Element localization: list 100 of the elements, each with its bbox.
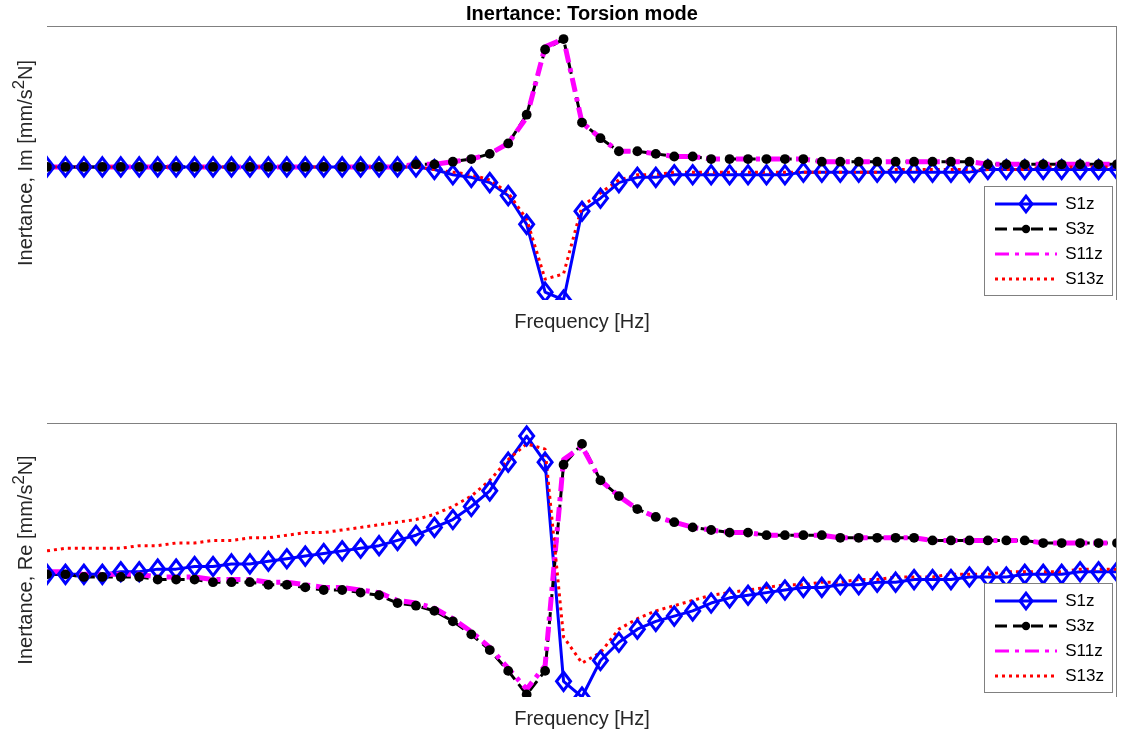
point: [186, 156, 204, 178]
point: [521, 109, 532, 120]
point: [278, 156, 296, 178]
point: [647, 166, 665, 188]
point: [318, 585, 329, 595]
point: [555, 670, 573, 692]
point: [757, 582, 775, 604]
point: [112, 156, 130, 178]
point: [702, 164, 720, 186]
point: [687, 522, 698, 533]
point: [964, 535, 975, 546]
point: [761, 154, 772, 164]
point: [281, 579, 292, 590]
point: [1090, 561, 1108, 583]
point: [684, 164, 702, 186]
point: [724, 527, 735, 538]
point: [1075, 538, 1085, 548]
point: [222, 156, 240, 178]
point: [315, 156, 333, 178]
legend-label: S3z: [1065, 615, 1095, 636]
point: [226, 577, 237, 588]
legend-label: S13z: [1065, 268, 1104, 289]
point: [927, 156, 938, 167]
point: [540, 666, 550, 676]
point: [222, 553, 240, 575]
point: [152, 574, 163, 585]
point: [263, 579, 274, 590]
point: [743, 154, 753, 164]
point: [245, 577, 255, 588]
point: [447, 616, 458, 627]
point: [411, 600, 421, 611]
point: [665, 605, 683, 627]
point: [872, 156, 883, 167]
point: [1056, 538, 1067, 548]
point: [315, 542, 333, 565]
point: [558, 34, 569, 44]
chart-title: Inertance: Torsion mode: [465, 2, 699, 25]
point: [850, 574, 868, 596]
point: [1053, 563, 1071, 585]
point: [466, 629, 477, 640]
point: [503, 138, 514, 149]
point: [1001, 535, 1012, 546]
point: [208, 577, 218, 588]
point: [296, 545, 314, 567]
legend-label: S11z: [1065, 243, 1103, 264]
point: [167, 156, 185, 178]
point: [540, 44, 550, 55]
point: [1038, 538, 1049, 548]
point: [776, 579, 794, 601]
point: [462, 495, 480, 518]
point: [241, 553, 259, 575]
point: [389, 529, 407, 552]
point: [794, 161, 812, 183]
point: [112, 561, 130, 583]
point: [370, 535, 388, 557]
point: [355, 587, 366, 598]
point: [536, 281, 554, 300]
point: [632, 504, 643, 515]
point: [278, 548, 296, 570]
point: [484, 148, 495, 159]
point: [370, 156, 388, 178]
point: [130, 561, 148, 583]
point: [1019, 535, 1030, 546]
point: [831, 574, 849, 596]
point: [392, 598, 403, 608]
point: [374, 590, 384, 601]
point: [610, 631, 628, 653]
point: [518, 425, 536, 447]
point: [853, 532, 864, 543]
point: [56, 156, 74, 178]
point: [628, 166, 646, 188]
point: [997, 158, 1015, 181]
point: [780, 154, 790, 164]
x-axis-title: Frequency [Hz]: [513, 707, 651, 730]
point: [536, 451, 554, 473]
point: [595, 475, 606, 486]
point: [389, 156, 407, 178]
point: [521, 689, 532, 697]
point: [93, 156, 111, 178]
point: [687, 151, 698, 162]
point: [333, 540, 351, 562]
point: [407, 156, 425, 178]
point: [499, 185, 517, 207]
point: [1071, 158, 1089, 181]
point: [577, 438, 587, 449]
point: [868, 571, 886, 593]
x-axis-title: Frequency [Hz]: [513, 310, 651, 333]
point: [300, 582, 311, 593]
point: [960, 566, 978, 588]
point: [518, 213, 536, 235]
point: [1053, 158, 1071, 181]
point: [577, 117, 587, 128]
point: [665, 164, 683, 186]
point: [337, 585, 348, 595]
point: [503, 666, 514, 676]
point: [499, 451, 517, 473]
point: [816, 530, 827, 541]
point: [702, 592, 720, 614]
point: [890, 156, 901, 167]
point: [75, 563, 93, 585]
